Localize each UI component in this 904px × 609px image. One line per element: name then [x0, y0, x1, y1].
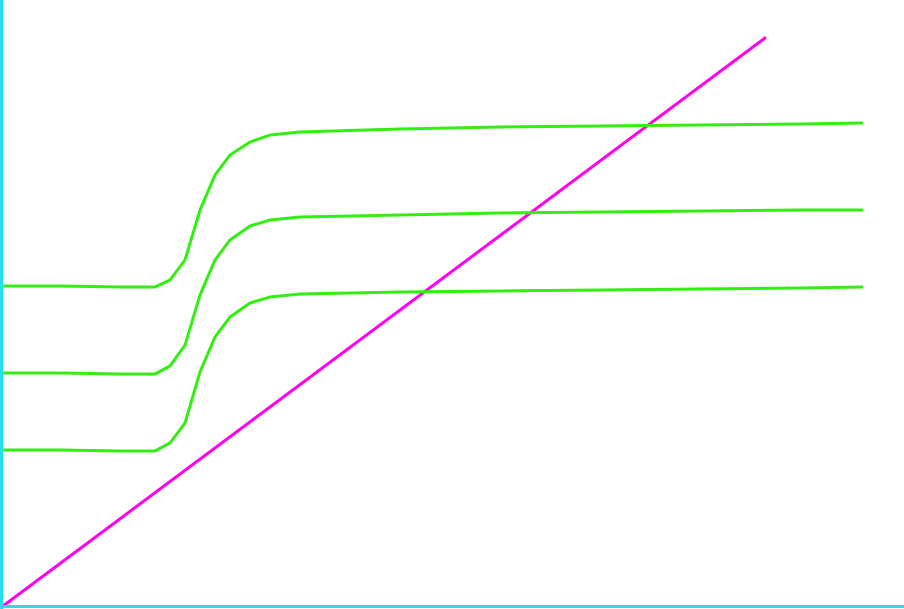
data-line: [0, 121, 864, 289]
data-line: [0, 208, 864, 376]
data-line: [0, 285, 864, 453]
data-line: [1, 36, 767, 608]
